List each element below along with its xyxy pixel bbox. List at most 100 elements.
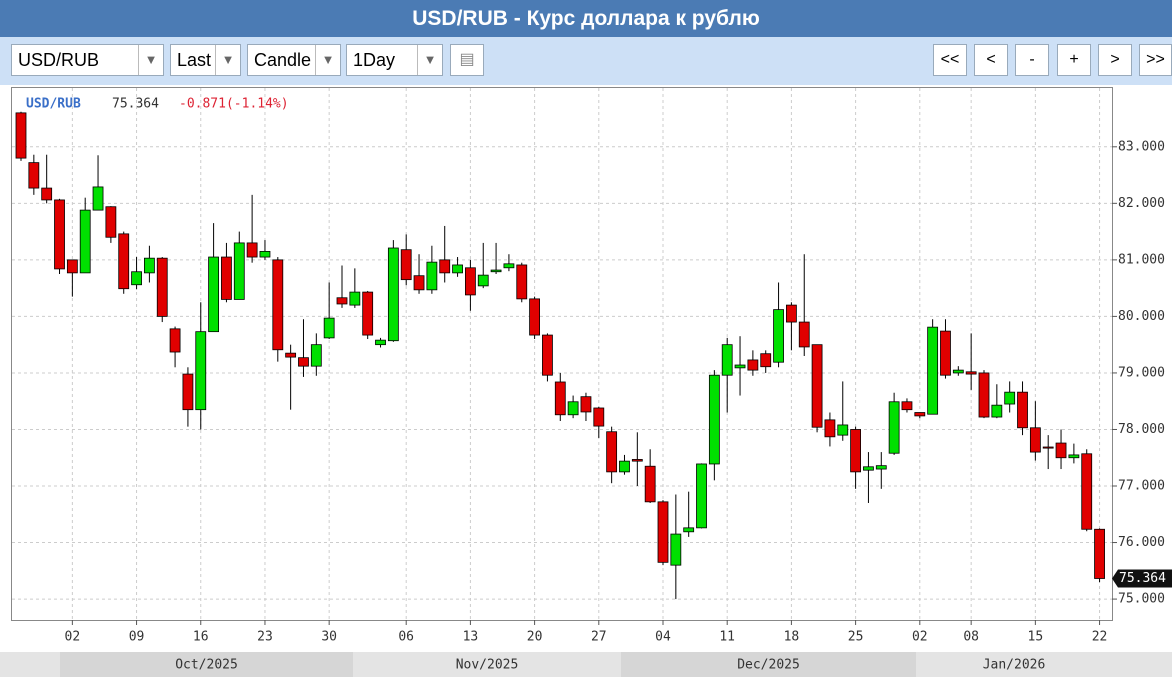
dropdown-arrow: ▼	[215, 45, 240, 75]
x-tick-label: 23	[257, 630, 273, 645]
candle-body	[773, 309, 784, 363]
x-tick-label: 11	[719, 630, 735, 645]
candle-body	[285, 352, 297, 358]
month-band	[621, 652, 916, 677]
style-text: Candle	[254, 50, 312, 70]
chart: USD/RUB 75.364 -0.871(-1.14%) Oct/2025 No…	[0, 85, 1172, 677]
candle-body	[747, 359, 759, 371]
candle-body	[349, 291, 361, 306]
field-select[interactable]: Last ▼	[170, 44, 241, 76]
candle-body	[619, 460, 630, 473]
candle-body	[375, 339, 386, 346]
candle-body	[439, 259, 451, 274]
x-tick-label: 13	[463, 630, 479, 645]
field-text: Last	[177, 50, 212, 70]
candle-body	[66, 259, 78, 274]
month-label: Oct/2025	[175, 658, 238, 673]
nav-button[interactable]: -	[1015, 44, 1049, 76]
y-tick-label: 79.000	[1118, 365, 1165, 380]
candle-body	[1055, 442, 1067, 459]
x-tick-label: 27	[591, 630, 607, 645]
candle-body	[1068, 454, 1080, 459]
legend-change: -0.871(-1.14%)	[179, 97, 289, 112]
candle-body	[15, 112, 27, 159]
candle-body	[567, 401, 579, 416]
table-button[interactable]: ▤	[450, 44, 484, 76]
candle-body	[1042, 446, 1054, 449]
candle-body	[644, 465, 656, 503]
y-tick-label: 75.000	[1118, 592, 1165, 607]
month-band	[60, 652, 353, 677]
candle-body	[927, 326, 939, 415]
nav-button[interactable]: <	[974, 44, 1008, 76]
candle-body	[336, 297, 348, 305]
y-tick-label: 76.000	[1118, 535, 1165, 550]
candle-body	[28, 162, 40, 189]
candle-body	[901, 401, 913, 411]
nav-button[interactable]: +	[1057, 44, 1091, 76]
candle-body	[1029, 427, 1041, 453]
candle-body	[850, 429, 861, 473]
candle-body	[631, 459, 643, 462]
symbol-select[interactable]: USD/RUB ▼	[11, 44, 164, 76]
candle-body	[323, 317, 335, 339]
style-select[interactable]: Candle ▼	[247, 44, 341, 76]
nav-button[interactable]: >	[1098, 44, 1132, 76]
x-tick-label: 15	[1028, 630, 1044, 645]
candle-body	[914, 412, 926, 417]
last-price-tag	[1112, 569, 1172, 588]
candle-body	[452, 264, 463, 274]
candle-body	[156, 257, 168, 317]
candle-body	[863, 466, 874, 471]
month-label: Jan/2026	[983, 658, 1046, 673]
candle-body	[400, 249, 412, 281]
candle-body	[837, 424, 849, 436]
candle-body	[888, 401, 900, 454]
candle-body	[721, 344, 733, 376]
candle-body	[580, 396, 592, 413]
candle-body	[208, 256, 220, 333]
x-tick-label: 02	[912, 630, 928, 645]
x-tick-label: 25	[848, 630, 864, 645]
candle-body	[490, 269, 502, 273]
candle-body	[310, 344, 322, 367]
y-tick-label: 80.000	[1118, 309, 1165, 324]
candle-body	[362, 291, 374, 336]
candle-body	[670, 533, 682, 566]
candle-body	[606, 431, 618, 473]
y-tick-label: 83.000	[1118, 139, 1165, 154]
symbol-text: USD/RUB	[18, 50, 100, 70]
candle-body	[811, 344, 823, 428]
y-tick-label: 82.000	[1118, 196, 1165, 211]
candle-body	[233, 242, 245, 300]
month-label: Nov/2025	[456, 658, 519, 673]
candle-body	[54, 199, 65, 270]
candle-body	[413, 275, 425, 291]
candle-body	[1017, 391, 1028, 429]
candle-body	[554, 381, 566, 416]
candle-body	[92, 186, 104, 211]
candle-body	[760, 353, 772, 368]
x-tick-label: 08	[963, 630, 979, 645]
nav-button[interactable]: >>	[1139, 44, 1172, 76]
month-label: Dec/2025	[737, 658, 800, 673]
x-tick-label: 18	[784, 630, 800, 645]
candle-body	[298, 357, 309, 367]
candle-body	[1081, 453, 1093, 530]
nav-button[interactable]: <<	[933, 44, 967, 76]
x-tick-label: 16	[193, 630, 209, 645]
candle-body	[991, 404, 1003, 418]
candle-body	[786, 304, 797, 323]
candle-body	[464, 267, 476, 296]
candle-body	[965, 371, 977, 375]
candle-body	[41, 187, 53, 201]
candle-body	[683, 527, 695, 533]
candle-body	[657, 501, 669, 563]
candle-body	[1004, 391, 1016, 405]
period-text: 1Day	[353, 50, 396, 70]
legend-symbol: USD/RUB	[26, 97, 81, 112]
chart-bg	[0, 85, 1172, 677]
candle-body	[272, 259, 284, 351]
period-select[interactable]: 1Day ▼	[346, 44, 443, 76]
